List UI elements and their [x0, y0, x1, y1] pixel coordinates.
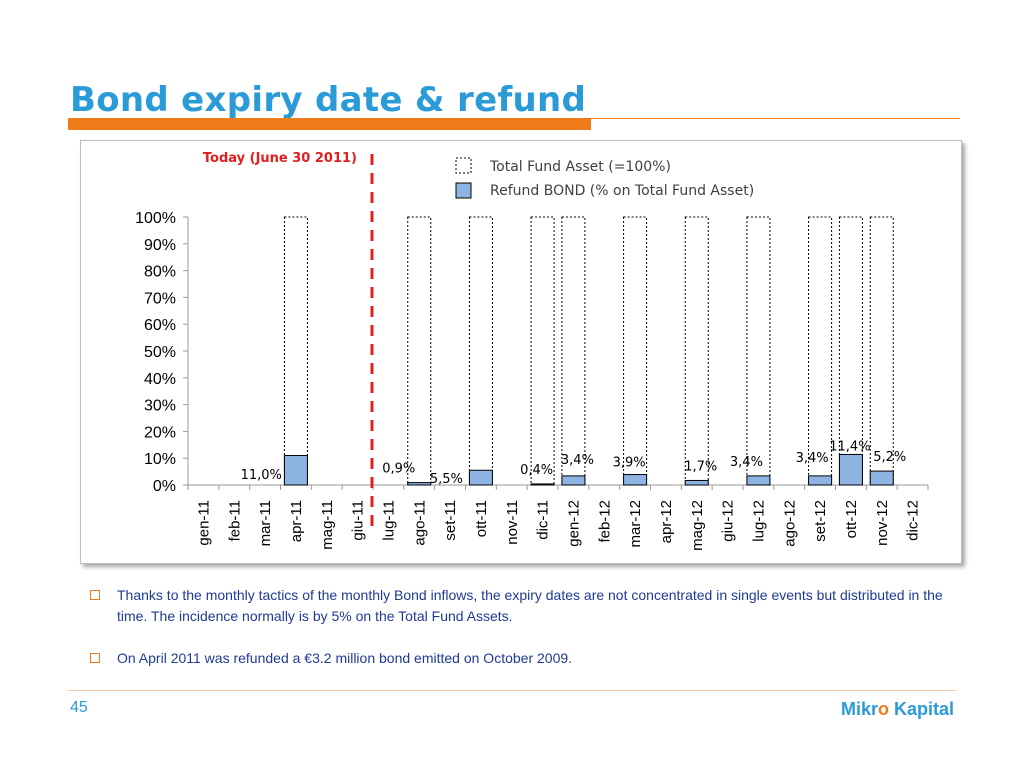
- y-tick-label: 0%: [153, 478, 176, 495]
- logo-text-1: Mikr: [840, 699, 878, 719]
- legend-refund-swatch: [455, 182, 472, 199]
- x-tick-label: gen-12: [565, 500, 582, 547]
- x-tick-label: mag-12: [689, 500, 706, 551]
- x-tick-label: feb-12: [596, 500, 613, 543]
- y-tick-label: 90%: [144, 237, 176, 254]
- total-fund-bar: [623, 216, 648, 486]
- data-label: 3,9%: [613, 456, 646, 471]
- x-tick-label: giu-12: [720, 500, 737, 542]
- bullet-item: On April 2011 was refunded a €3.2 millio…: [88, 648, 968, 669]
- x-tick-label: set-11: [442, 500, 459, 541]
- bullet-square-icon: [90, 590, 100, 600]
- data-label: 11,0%: [241, 468, 282, 483]
- x-tick-label: set-12: [812, 500, 829, 542]
- x-tick-label: lug-12: [750, 500, 767, 542]
- y-tick-label: 10%: [144, 451, 176, 468]
- x-tick-label: apr-12: [658, 500, 675, 543]
- total-fund-bar: [283, 216, 308, 486]
- bullet-text: Thanks to the monthly tactics of the mon…: [117, 587, 943, 624]
- y-tick-label: 50%: [144, 344, 176, 361]
- bullet-square-icon: [90, 653, 100, 663]
- total-fund-bar: [869, 216, 894, 486]
- refund-bar: [838, 453, 863, 486]
- slide-title: Bond expiry date & refund: [70, 80, 587, 120]
- x-tick-label: apr-11: [288, 500, 305, 542]
- x-tick-label: ott-12: [843, 500, 860, 538]
- y-tick-label: 80%: [144, 264, 176, 281]
- data-label: 1,7%: [684, 459, 717, 474]
- x-tick-label: gen-11: [195, 500, 212, 546]
- refund-bar: [808, 475, 833, 486]
- page-number: 45: [70, 699, 88, 716]
- total-fund-bar: [468, 216, 493, 486]
- x-tick-label: feb-11: [226, 500, 243, 541]
- bullet-text: On April 2011 was refunded a €3.2 millio…: [117, 650, 573, 666]
- x-tick-label: nov-11: [504, 500, 521, 545]
- data-label: 5,5%: [430, 472, 463, 487]
- refund-bar: [869, 470, 894, 486]
- x-tick-label: ott-11: [473, 500, 490, 537]
- refund-bar: [468, 469, 493, 486]
- x-tick-label: dic-12: [905, 500, 922, 541]
- total-fund-bar: [684, 216, 709, 486]
- x-tick-label: mar-12: [627, 500, 644, 548]
- y-tick-label: 20%: [144, 424, 176, 441]
- logo-text-o: o: [877, 699, 889, 719]
- data-label: 0,9%: [382, 462, 415, 477]
- refund-bar: [746, 475, 771, 486]
- title-accent-bar: [68, 118, 591, 130]
- total-fund-bar: [808, 216, 833, 486]
- logo-text-2: Kapital: [893, 699, 954, 719]
- total-fund-bar: [407, 216, 432, 486]
- data-label: 11,4%: [829, 439, 870, 454]
- legend-total-swatch: [455, 157, 472, 174]
- refund-bar: [283, 455, 308, 486]
- y-tick-label: 100%: [135, 210, 176, 227]
- legend-refund-label: Refund BOND (% on Total Fund Asset): [490, 183, 754, 199]
- x-tick-label: ago-11: [411, 500, 428, 546]
- company-logo: Mikro Kapital: [841, 699, 954, 720]
- bond-expiry-chart: 0% 10% 20% 30% 40% 50% 60% 70% 80% 90% 100% gen-11 f…: [135, 151, 929, 551]
- refund-bar: [530, 483, 555, 486]
- refund-bar: [684, 479, 709, 486]
- data-label: 5,2%: [873, 450, 906, 465]
- refund-bar: [561, 475, 586, 486]
- y-tick-label: 70%: [144, 290, 176, 307]
- x-tick-label: giu-11: [350, 500, 367, 541]
- refund-bar: [623, 474, 648, 486]
- y-tick-label: 30%: [144, 398, 176, 415]
- x-tick-label: nov-12: [874, 500, 891, 546]
- bullet-list: Thanks to the monthly tactics of the mon…: [88, 585, 968, 690]
- data-label: 0,4%: [520, 463, 553, 478]
- x-tick-label: lug-11: [380, 500, 397, 541]
- x-tick-label: ago-12: [781, 500, 798, 547]
- y-tick-label: 40%: [144, 371, 176, 388]
- data-label: 3,4%: [730, 455, 763, 470]
- legend-total-label: Total Fund Asset (=100%): [489, 159, 671, 175]
- total-fund-bar: [838, 216, 863, 486]
- total-fund-bar: [746, 216, 771, 486]
- refund-bar: [407, 482, 432, 486]
- bullet-item: Thanks to the monthly tactics of the mon…: [88, 585, 968, 627]
- data-label: 3,4%: [561, 453, 594, 468]
- x-tick-label: mag-11: [319, 500, 336, 550]
- footer-divider: [68, 690, 956, 691]
- data-label: 3,4%: [796, 451, 829, 466]
- total-fund-bar: [561, 216, 586, 486]
- title-underline: [591, 118, 960, 119]
- x-tick-label: mar-11: [257, 500, 274, 546]
- y-tick-label: 60%: [144, 317, 176, 334]
- today-marker-label: Today (June 30 2011): [203, 151, 357, 166]
- x-tick-label: dic-11: [535, 500, 552, 540]
- total-fund-bar: [530, 216, 555, 486]
